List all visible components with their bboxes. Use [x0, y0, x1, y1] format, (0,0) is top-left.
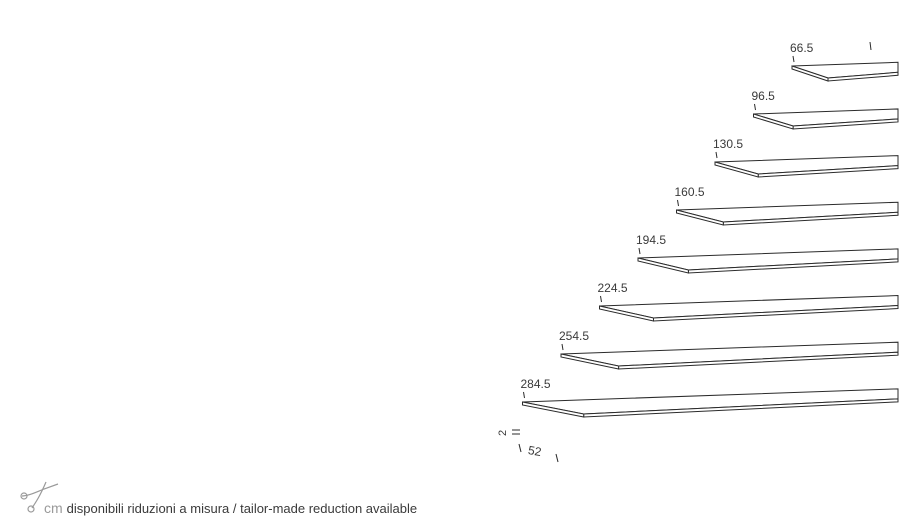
- plank-side-7: [560, 353, 620, 370]
- length-tick-left-2: [754, 103, 756, 111]
- plank-side-1: [791, 65, 829, 82]
- scissors-icon: [20, 481, 59, 513]
- plank-length-label-4: 160.5: [675, 185, 705, 199]
- shelf-dimension-diagram: 66.5 96.5 130.5 160.5 194.5 224.5 254.5 284.5 2…: [497, 41, 899, 463]
- reduction-note: disponibili riduzioni a misura / tailor-…: [66, 501, 418, 516]
- plank-side-6: [599, 305, 654, 322]
- plank-side-3: [714, 161, 759, 178]
- plank-side-4: [676, 209, 724, 226]
- planks-group: 66.5 96.5 130.5 160.5 194.5 224.5 254.5 284.5: [521, 41, 899, 418]
- plank-length-label-2: 96.5: [752, 89, 776, 103]
- plank-side-5: [637, 257, 689, 274]
- plank-side-8: [522, 401, 585, 418]
- footer-note: cm disponibili riduzioni a misura / tailo…: [18, 474, 538, 518]
- depth-tick-right: [555, 453, 559, 463]
- length-tick-left-1: [792, 55, 795, 63]
- footer-text: cm disponibili riduzioni a misura / tailo…: [44, 500, 417, 516]
- length-tick-left-7: [561, 343, 564, 351]
- plank-length-label-6: 224.5: [598, 281, 628, 295]
- plank-side-2: [753, 113, 794, 130]
- unit-label: cm: [44, 500, 63, 516]
- depth-tick-left: [518, 443, 522, 453]
- length-tick-left-6: [600, 295, 602, 303]
- plank-length-label-1: 66.5: [790, 41, 814, 55]
- plank-length-label-3: 130.5: [713, 137, 743, 151]
- length-tick-left-5: [638, 247, 641, 255]
- depth-label: 52: [527, 443, 543, 459]
- length-tick-left-8: [523, 391, 525, 399]
- length-tick-left-3: [715, 151, 718, 159]
- plank-length-label-8: 284.5: [521, 377, 551, 391]
- length-tick-left-4: [677, 199, 679, 207]
- length-tick-right-1: [869, 41, 872, 51]
- plank-length-label-5: 194.5: [636, 233, 666, 247]
- plank-length-label-7: 254.5: [559, 329, 589, 343]
- thickness-label: 2: [497, 430, 509, 436]
